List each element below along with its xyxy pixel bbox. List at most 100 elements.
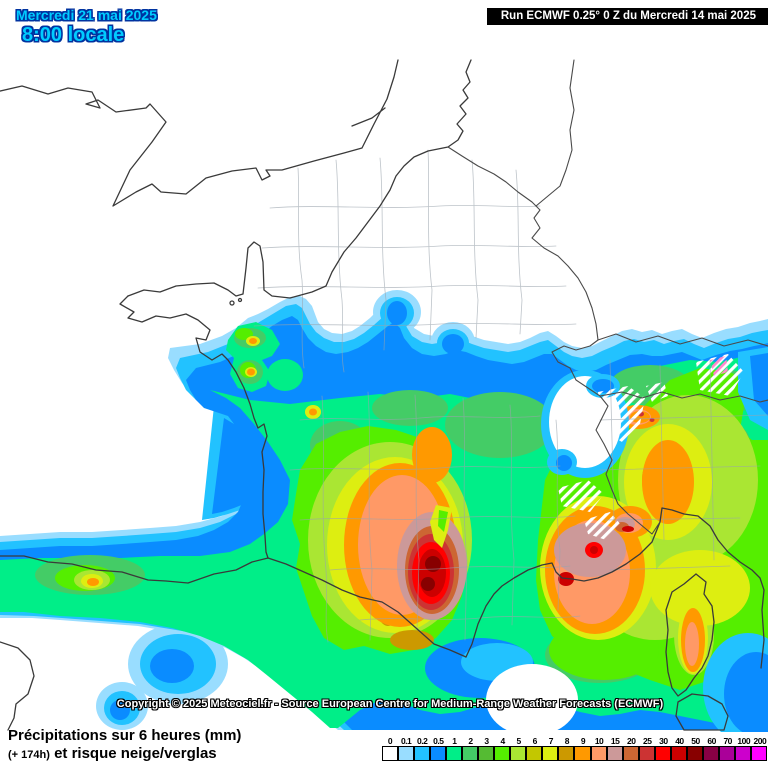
- legend-stop-swatch: [751, 746, 768, 761]
- med-coast: [465, 507, 765, 669]
- legend-stop-swatch: [542, 746, 559, 761]
- uk-coast: [0, 59, 399, 207]
- channel-coast: [127, 59, 472, 299]
- ch-italy-border: [551, 339, 661, 535]
- legend-stop-value: 50: [691, 736, 700, 746]
- legend-stop-value: 0.1: [400, 736, 412, 746]
- legend-stop-value: 1: [452, 736, 457, 746]
- legend-subtitle: (+ 174h) et risque neige/verglas: [8, 745, 217, 762]
- legend-stop-value: 3: [484, 736, 489, 746]
- legend-stop-value: 100: [737, 736, 751, 746]
- coastlines: [0, 59, 765, 731]
- legend-stop-swatch: [477, 746, 495, 761]
- legend-stop-value: 70: [723, 736, 732, 746]
- legend-stop-swatch: [703, 746, 720, 761]
- legend-stop-value: 9: [580, 736, 586, 746]
- corsica-coast: [665, 573, 715, 697]
- legend-stop: 0.5: [429, 733, 446, 761]
- legend-stop-swatch: [606, 746, 623, 761]
- ice-risk-hatch: [710, 356, 728, 376]
- forecast-datetime: Mercredi 21 mai 2025 8:00 locale: [16, 8, 157, 46]
- legend-stop-swatch: [654, 746, 671, 761]
- forecast-date: Mercredi 21 mai 2025: [16, 7, 157, 23]
- legend-stop-swatch: [526, 746, 543, 761]
- legend-stop-swatch: [461, 746, 478, 761]
- legend-stop: 0.1: [397, 733, 414, 761]
- legend-stop: 2: [461, 733, 478, 761]
- legend-stop-value: 25: [643, 736, 652, 746]
- legend-stop-value: 4: [500, 736, 505, 746]
- legend-stop-swatch: [574, 746, 591, 761]
- it-at-border: [599, 391, 768, 403]
- legend-stop: 15: [606, 733, 623, 761]
- legend-stop: 70: [719, 733, 736, 761]
- thames-estuary: [351, 107, 386, 127]
- spain-border: [0, 641, 35, 731]
- legend-stop: 6: [526, 733, 543, 761]
- legend-stop-swatch: [670, 746, 687, 761]
- legend-stop: 7: [542, 733, 559, 761]
- nl-de-border: [535, 59, 575, 207]
- legend-stop: 25: [638, 733, 655, 761]
- forecast-time: 8:00 locale: [22, 23, 125, 46]
- sardinia-coast: [675, 693, 729, 731]
- legend-stop-value: 20: [626, 736, 636, 746]
- legend-stop: 4: [494, 733, 511, 761]
- legend-stop-swatch: [638, 746, 655, 761]
- ch-north-border: [597, 333, 768, 347]
- legend-stop-value: 30: [659, 736, 668, 746]
- brittany-coast: [119, 295, 269, 559]
- legend-stop: 200: [751, 733, 768, 761]
- legend-stop: 50: [686, 733, 704, 761]
- legend-stop-swatch: [445, 746, 462, 761]
- legend-stop-swatch: [397, 746, 414, 761]
- belgium-border: [447, 146, 599, 341]
- legend-stop-value: 15: [610, 736, 620, 746]
- legend-stop-swatch: [381, 746, 398, 761]
- legend-stop-swatch: [735, 746, 752, 761]
- legend-stop-value: 2: [468, 736, 473, 746]
- forecast-hour-offset: (+ 174h): [8, 749, 50, 761]
- legend-stop-value: 7: [548, 736, 554, 746]
- legend-footer: Précipitations sur 6 heures (mm) (+ 174h…: [0, 727, 768, 768]
- legend-stop-value: 8: [564, 736, 570, 746]
- legend-stop: 40: [670, 733, 687, 761]
- legend-stop: 0: [381, 733, 398, 761]
- legend-stop-value: 10: [594, 736, 604, 746]
- pyrenees-border: [267, 557, 467, 658]
- legend-stop-value: 5: [516, 736, 522, 746]
- legend-stop-swatch: [590, 746, 607, 761]
- legend-stop-value: 60: [707, 736, 716, 746]
- department-borders: [253, 149, 768, 643]
- legend-stop: 1: [445, 733, 462, 761]
- legend-stop-swatch: [686, 746, 704, 761]
- legend-stop-value: 0: [387, 736, 393, 746]
- legend-stop-swatch: [558, 746, 575, 761]
- copyright-line: Copyright © 2025 Meteociel.fr - Source E…: [116, 698, 664, 710]
- legend-stop-value: 0.5: [433, 736, 444, 746]
- legend-stop-swatch: [510, 746, 527, 761]
- spain-coast: [0, 555, 269, 584]
- snow-risk-hatch: [558, 354, 744, 540]
- legend-stop: 5: [510, 733, 527, 761]
- legend-stop: 20: [622, 733, 639, 761]
- legend-stop-swatch: [429, 746, 446, 761]
- legend-stop-swatch: [719, 746, 736, 761]
- legend-stop: 30: [654, 733, 671, 761]
- legend-stop: 10: [590, 733, 607, 761]
- legend-stop: 3: [477, 733, 495, 761]
- legend-stop-swatch: [622, 746, 639, 761]
- legend-stop: 100: [735, 733, 752, 761]
- legend-stop-swatch: [494, 746, 511, 761]
- legend-stop-value: 0.2: [417, 736, 428, 746]
- legend-stop: 0.2: [413, 733, 430, 761]
- map-svg: [0, 59, 768, 732]
- legend-stop-swatch: [413, 746, 430, 761]
- legend-subtitle-text: et risque neige/verglas: [54, 745, 217, 762]
- legend-stop: 8: [558, 733, 575, 761]
- forecast-map: [0, 59, 768, 732]
- legend-stop-value: 200: [753, 736, 767, 746]
- model-run-banner: Run ECMWF 0.25° 0 Z du Mercredi 14 mai 2…: [486, 8, 768, 25]
- legend-stop-value: 6: [532, 736, 538, 746]
